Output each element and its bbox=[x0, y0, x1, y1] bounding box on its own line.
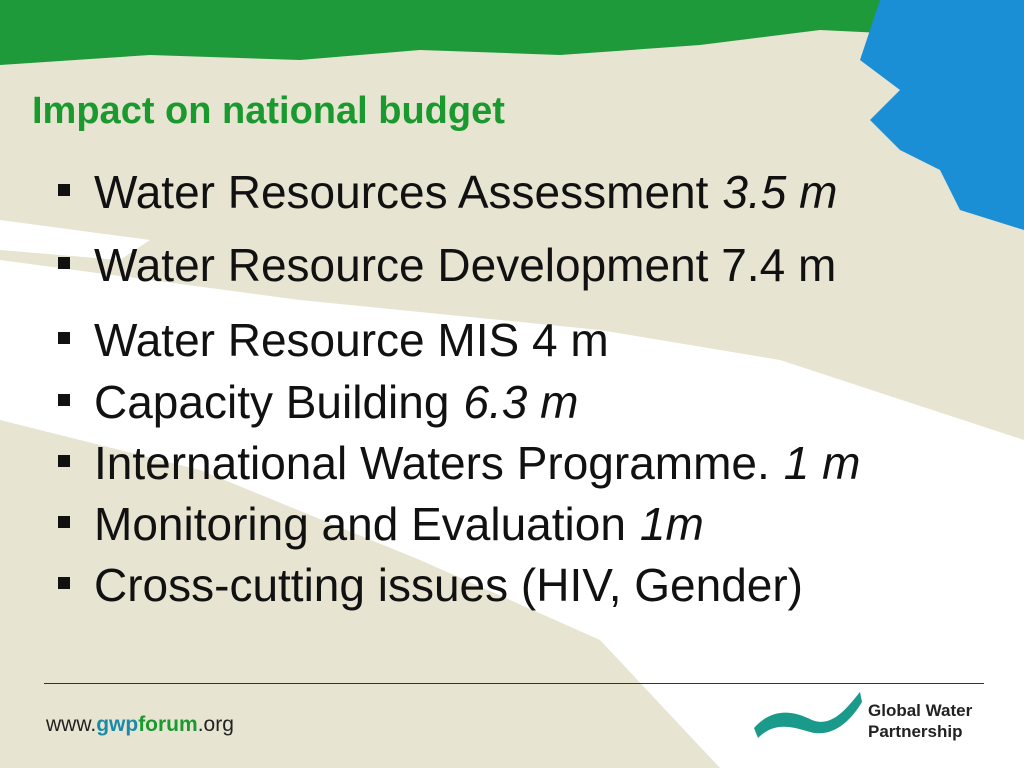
url-part: www. bbox=[46, 713, 97, 736]
bullet-marker bbox=[58, 256, 70, 269]
bullet-text: Monitoring and Evaluation bbox=[94, 498, 626, 550]
bullet-marker bbox=[58, 576, 70, 589]
url-part: forum bbox=[138, 713, 198, 736]
bullet-item: International Waters Programme. 1 m bbox=[58, 436, 860, 490]
bullet-marker bbox=[58, 393, 70, 406]
bullet-amount: 3.5 m bbox=[722, 166, 838, 218]
bullet-marker bbox=[58, 183, 70, 196]
logo-mark bbox=[754, 692, 862, 738]
bullet-item: Capacity Building 6.3 m bbox=[58, 375, 578, 429]
bullet-item: Cross-cutting issues (HIV, Gender) bbox=[58, 558, 803, 612]
bullet-item: Water Resources Assessment 3.5 m bbox=[58, 165, 837, 219]
url-part: .org bbox=[197, 713, 234, 736]
bullet-text: Cross-cutting issues (HIV, Gender) bbox=[94, 559, 804, 611]
bullet-text: Water Resource Development 7.4 m bbox=[94, 239, 837, 291]
bullet-text: Water Resources Assessment bbox=[94, 166, 709, 218]
bullet-item: Water Resource MIS 4 m bbox=[58, 313, 609, 367]
bullet-amount: 1m bbox=[639, 498, 704, 550]
footer-url: www.gwpforum.org bbox=[46, 713, 234, 737]
logo-line: Global Water bbox=[868, 701, 973, 720]
bullet-text: Water Resource MIS 4 m bbox=[94, 314, 609, 366]
slide-title: Impact on national budget bbox=[32, 90, 505, 132]
bullet-amount: 1 m bbox=[783, 437, 861, 489]
url-part: gwp bbox=[96, 713, 139, 736]
bullet-item: Monitoring and Evaluation 1m bbox=[58, 497, 704, 551]
logo-line: Partnership bbox=[868, 722, 963, 741]
footer-rule bbox=[44, 683, 984, 684]
bullet-text: International Waters Programme. bbox=[94, 437, 770, 489]
bullet-marker bbox=[58, 331, 70, 344]
bullet-marker bbox=[58, 515, 70, 528]
bullet-text: Capacity Building bbox=[94, 376, 450, 428]
bullet-item: Water Resource Development 7.4 m bbox=[58, 238, 836, 292]
bullet-marker bbox=[58, 454, 70, 467]
logo-text: Global Water Partnership bbox=[868, 700, 972, 742]
bullet-amount: 6.3 m bbox=[463, 376, 579, 428]
